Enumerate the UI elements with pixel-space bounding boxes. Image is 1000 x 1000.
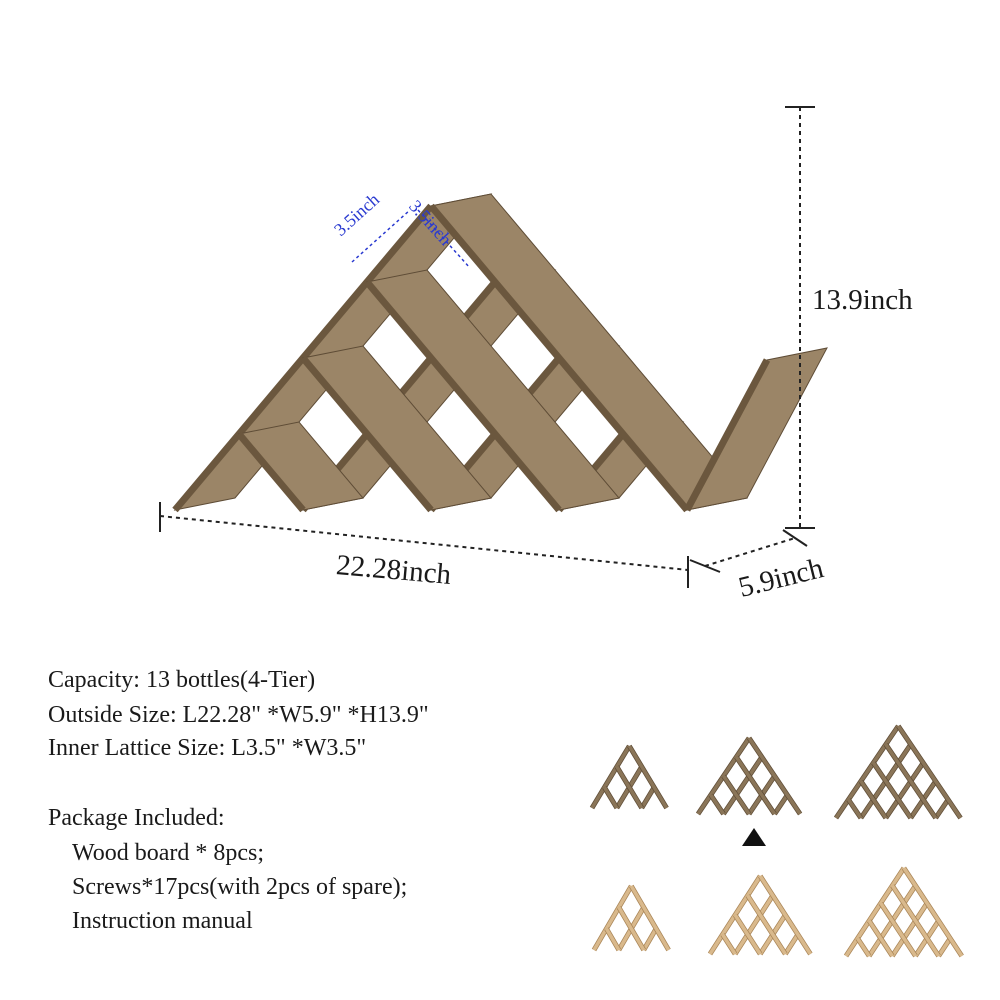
depth-dimension-line [689,529,808,573]
variant-dark-3-tier[interactable] [588,742,680,812]
variant-dark-5-tier[interactable] [832,722,974,822]
thumb-rack-dark-4 [695,736,803,816]
variant-dark-4-tier[interactable] [694,734,814,818]
wine-rack-main [172,193,828,513]
inner-lattice-dimension-lines [351,209,471,269]
height-dimension-line [785,106,815,529]
package-item-wood-board: Wood board * 8pcs; [72,840,265,866]
package-item-screws: Screws*17pcs(with 2pcs of spare); [72,874,408,900]
variant-light-4-tier[interactable] [706,872,824,958]
length-dimension-line [159,502,689,588]
variant-light-3-tier[interactable] [590,882,682,954]
selected-variant-indicator-icon [742,828,766,846]
inner-size-spec: Inner Lattice Size: L3.5" *W3.5" [48,735,367,761]
thumb-rack-light-5 [843,866,964,958]
thumb-rack-dark-5 [833,724,963,820]
thumb-rack-light-4 [707,874,813,956]
package-heading: Package Included: [48,805,225,831]
thumb-rack-dark-3 [589,744,669,810]
outside-size-spec: Outside Size: L22.28" *W5.9" *H13.9" [48,702,429,728]
thumb-rack-light-3 [591,884,671,952]
package-item-manual: Instruction manual [72,908,253,934]
height-label: 13.9inch [812,284,913,316]
variant-light-5-tier[interactable] [842,864,974,960]
product-illustration [159,106,828,588]
capacity-spec: Capacity: 13 bottles(4-Tier) [48,667,316,693]
